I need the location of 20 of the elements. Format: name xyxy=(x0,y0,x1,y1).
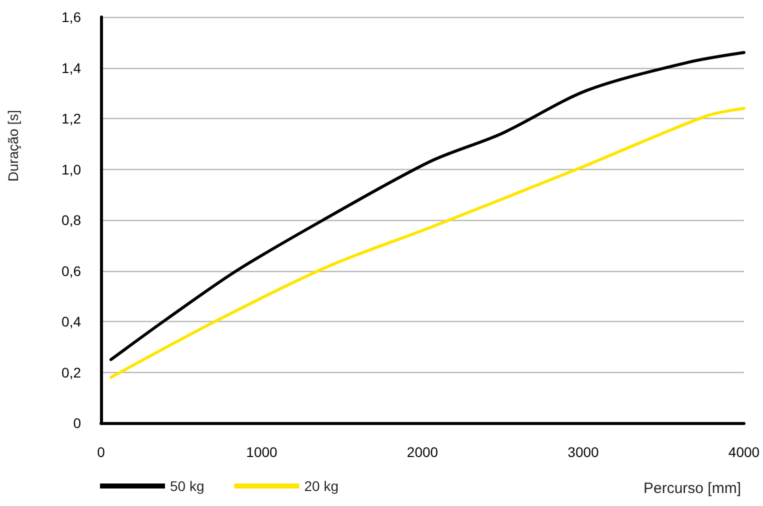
y-tick-label: 1,0 xyxy=(62,161,82,178)
y-tick-label: 0,2 xyxy=(62,364,82,380)
x-tick-label: 1000 xyxy=(246,444,278,460)
y-tick-label: 1,4 xyxy=(62,60,82,76)
legend-label: 20 kg xyxy=(304,478,338,494)
line-series xyxy=(109,106,746,379)
x-tick-label: 4000 xyxy=(728,444,760,460)
legend-label: 50 kg xyxy=(170,478,204,494)
y-tick-label: 1,6 xyxy=(62,9,82,25)
x-tick-label: 3000 xyxy=(568,444,600,460)
x-axis-title: Percurso [mm] xyxy=(643,480,741,497)
y-tick-label: 0,6 xyxy=(62,262,82,279)
x-tick-label: 0 xyxy=(97,444,106,460)
y-tick-label: 0,8 xyxy=(62,212,82,228)
y-tick-label: 0 xyxy=(73,415,82,431)
y-axis-title: Duração [s] xyxy=(5,110,21,182)
line-series xyxy=(109,51,746,362)
y-tick-label: 1,2 xyxy=(62,110,82,126)
x-tick-label: 2000 xyxy=(406,444,438,460)
y-tick-label: 0,4 xyxy=(62,314,82,330)
